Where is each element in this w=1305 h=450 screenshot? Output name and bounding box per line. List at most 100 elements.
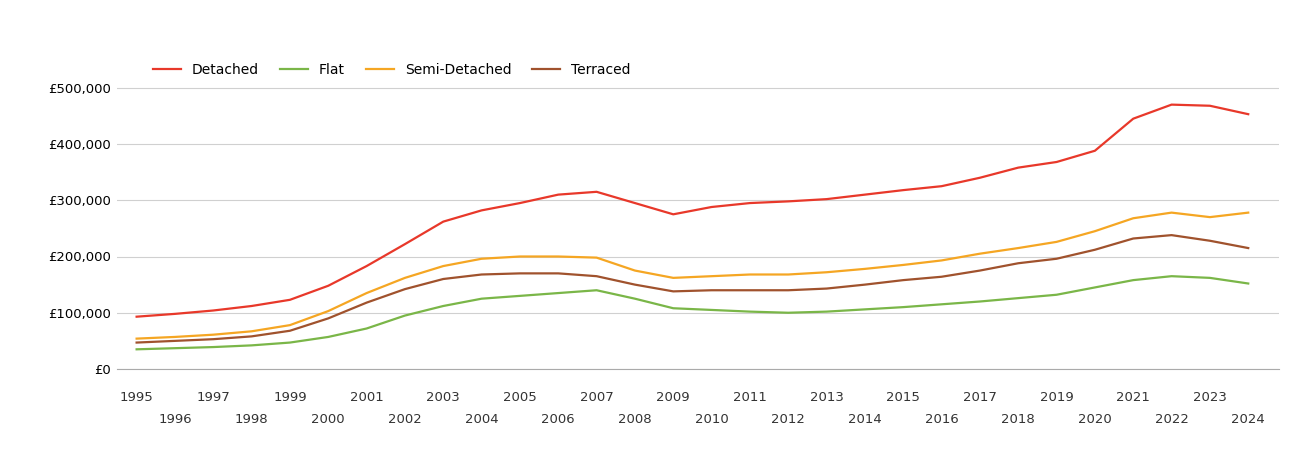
Detached [1125, 116, 1141, 122]
Semi-Detached [1010, 245, 1026, 251]
Detached [1010, 165, 1026, 171]
Flat [589, 288, 604, 293]
Terraced [1241, 245, 1257, 251]
Flat [628, 296, 643, 302]
Flat [167, 346, 183, 351]
Terraced [1087, 247, 1103, 252]
Terraced [321, 316, 337, 321]
Terraced [551, 270, 566, 276]
Text: 2024: 2024 [1232, 413, 1265, 426]
Semi-Detached [321, 308, 337, 314]
Text: 2010: 2010 [694, 413, 728, 426]
Semi-Detached [1164, 210, 1180, 215]
Detached [397, 241, 412, 247]
Semi-Detached [743, 272, 758, 277]
Flat [436, 303, 452, 309]
Terraced [818, 286, 834, 291]
Flat [818, 309, 834, 314]
Text: 2001: 2001 [350, 391, 384, 404]
Terraced [1125, 236, 1141, 241]
Flat [666, 306, 681, 311]
Text: 2018: 2018 [1001, 413, 1035, 426]
Detached [1049, 159, 1065, 165]
Flat [743, 309, 758, 314]
Semi-Detached [1241, 210, 1257, 215]
Flat [972, 299, 988, 304]
Semi-Detached [703, 274, 719, 279]
Text: 2015: 2015 [886, 391, 920, 404]
Text: 2009: 2009 [656, 391, 690, 404]
Terraced [703, 288, 719, 293]
Semi-Detached [1087, 229, 1103, 234]
Terraced [895, 277, 911, 283]
Terraced [436, 276, 452, 282]
Terraced [129, 340, 145, 345]
Detached [436, 219, 452, 224]
Text: 2013: 2013 [809, 391, 843, 404]
Semi-Detached [512, 254, 527, 259]
Text: 1999: 1999 [273, 391, 307, 404]
Semi-Detached [359, 290, 375, 296]
Text: 2016: 2016 [925, 413, 958, 426]
Terraced [512, 270, 527, 276]
Semi-Detached [780, 272, 796, 277]
Text: 2003: 2003 [427, 391, 461, 404]
Semi-Detached [167, 334, 183, 340]
Detached [205, 308, 221, 313]
Semi-Detached [895, 262, 911, 268]
Terraced [628, 282, 643, 287]
Semi-Detached [397, 275, 412, 281]
Line: Semi-Detached: Semi-Detached [137, 212, 1249, 338]
Flat [321, 334, 337, 340]
Terraced [972, 268, 988, 273]
Terraced [743, 288, 758, 293]
Terraced [359, 300, 375, 305]
Line: Flat: Flat [137, 276, 1249, 349]
Flat [1241, 281, 1257, 286]
Text: 2011: 2011 [733, 391, 767, 404]
Detached [282, 297, 298, 302]
Semi-Detached [1125, 216, 1141, 221]
Detached [818, 196, 834, 202]
Terraced [1010, 261, 1026, 266]
Detached [1241, 112, 1257, 117]
Flat [857, 307, 873, 312]
Flat [1087, 285, 1103, 290]
Semi-Detached [972, 251, 988, 256]
Terraced [474, 272, 489, 277]
Terraced [167, 338, 183, 344]
Detached [474, 207, 489, 213]
Text: 2017: 2017 [963, 391, 997, 404]
Flat [703, 307, 719, 313]
Flat [397, 313, 412, 318]
Flat [934, 302, 950, 307]
Semi-Detached [474, 256, 489, 261]
Text: 2012: 2012 [771, 413, 805, 426]
Text: 1995: 1995 [120, 391, 154, 404]
Flat [551, 290, 566, 296]
Detached [628, 200, 643, 206]
Detached [972, 175, 988, 180]
Detached [780, 198, 796, 204]
Line: Detached: Detached [137, 105, 1249, 317]
Semi-Detached [934, 258, 950, 263]
Semi-Detached [857, 266, 873, 271]
Text: 2023: 2023 [1193, 391, 1227, 404]
Terraced [282, 328, 298, 333]
Detached [589, 189, 604, 194]
Detached [359, 263, 375, 269]
Flat [1049, 292, 1065, 297]
Detached [857, 192, 873, 197]
Flat [474, 296, 489, 302]
Flat [512, 293, 527, 299]
Detached [895, 187, 911, 193]
Semi-Detached [666, 275, 681, 281]
Text: 2004: 2004 [465, 413, 499, 426]
Flat [1202, 275, 1218, 281]
Terraced [397, 286, 412, 292]
Detached [167, 311, 183, 317]
Semi-Detached [818, 270, 834, 275]
Text: 2002: 2002 [388, 413, 422, 426]
Flat [1010, 295, 1026, 301]
Terraced [666, 289, 681, 294]
